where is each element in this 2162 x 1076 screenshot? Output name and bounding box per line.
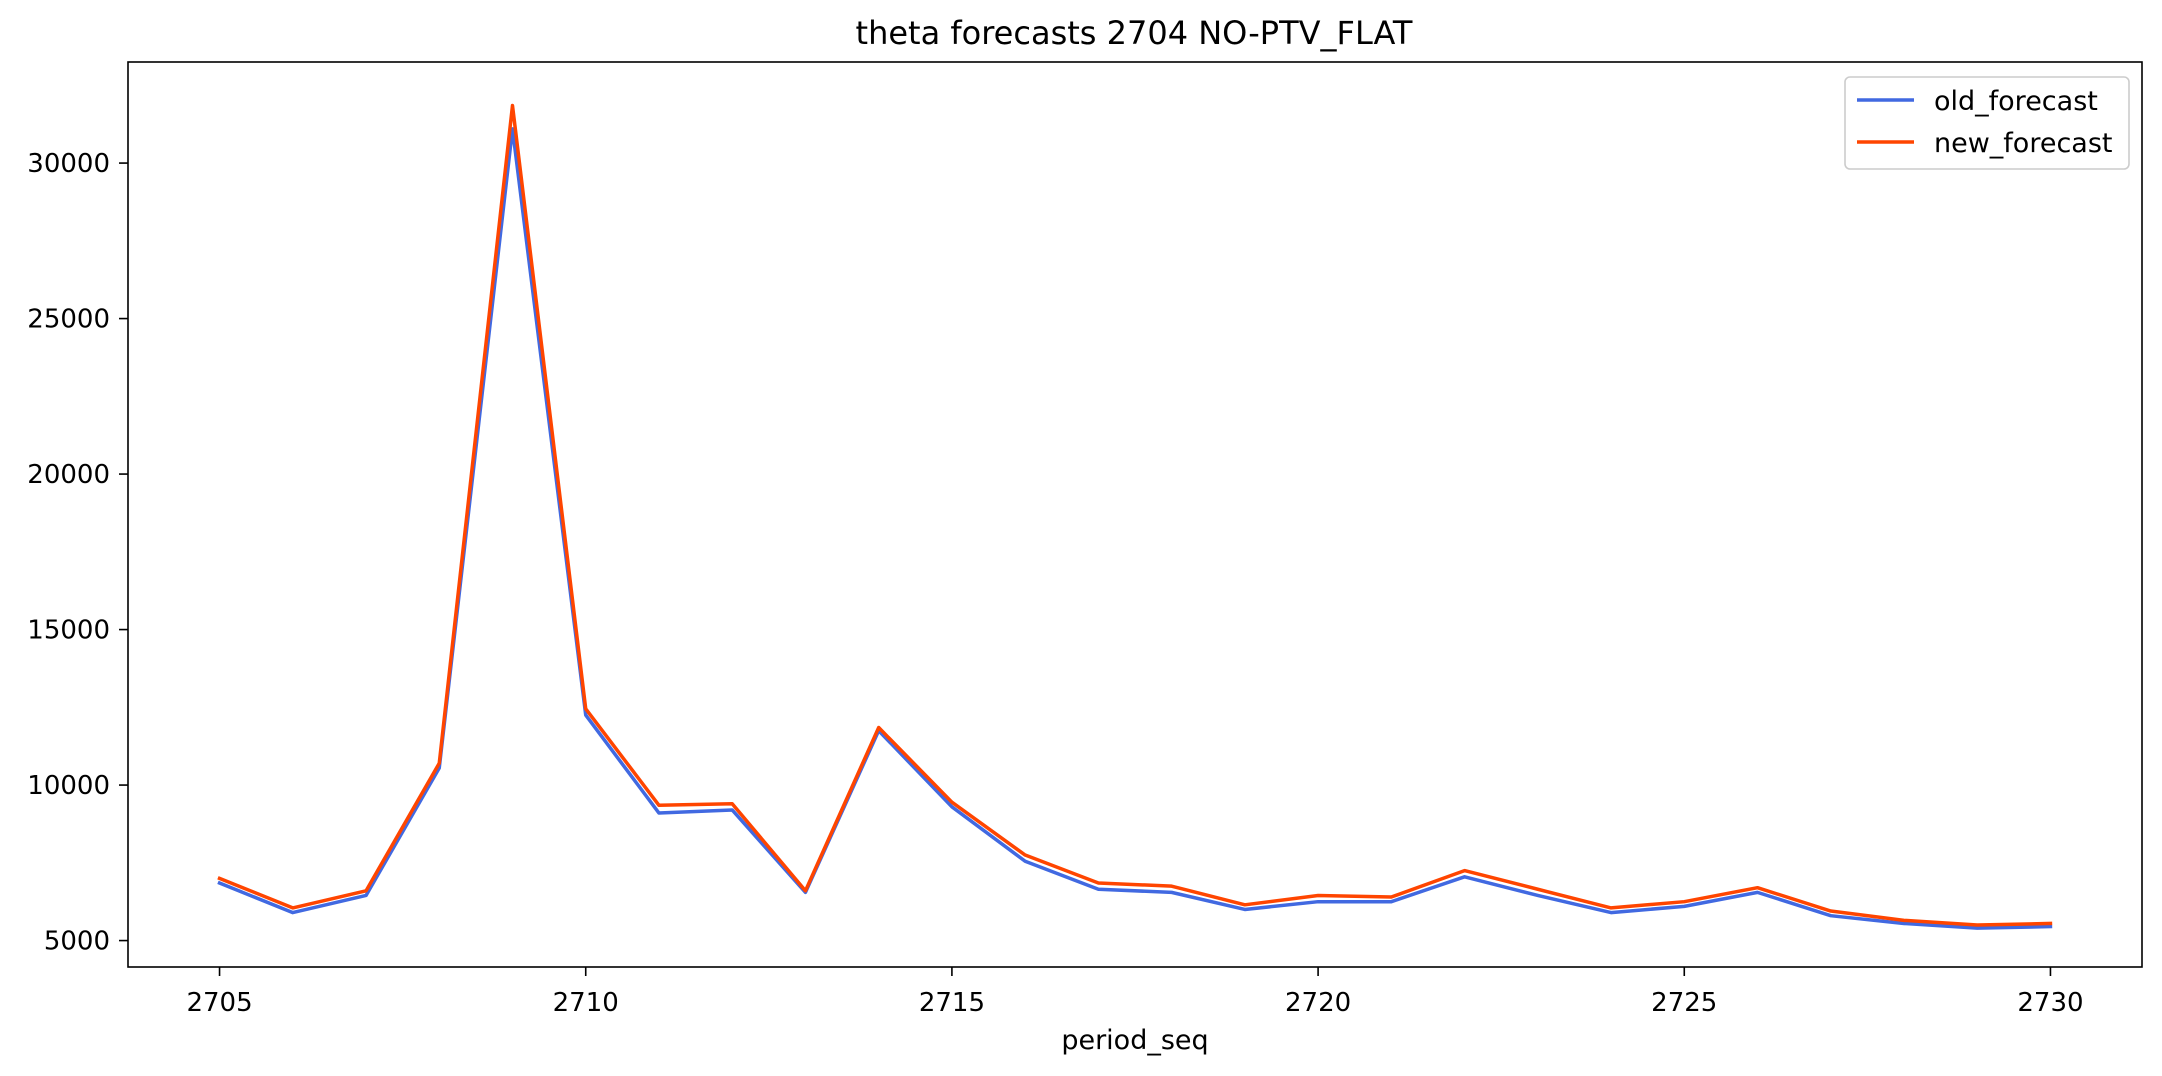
legend: old_forecast new_forecast bbox=[1844, 76, 2130, 170]
x-tick-label: 2720 bbox=[1285, 988, 1351, 1018]
chart-title: theta forecasts 2704 NO-PTV_FLAT bbox=[856, 14, 1413, 52]
series-layer bbox=[217, 103, 2053, 930]
legend-label-old-forecast: old_forecast bbox=[1934, 86, 2098, 117]
y-axis: 5000 10000 15000 20000 25000 30000 bbox=[27, 149, 128, 957]
x-tick-label: 2710 bbox=[553, 988, 619, 1018]
y-tick-label: 5000 bbox=[44, 927, 110, 957]
y-tick-label: 15000 bbox=[27, 616, 110, 646]
y-tick-label: 30000 bbox=[27, 149, 110, 179]
legend-box bbox=[1844, 76, 2130, 170]
legend-label-new-forecast: new_forecast bbox=[1934, 128, 2113, 159]
x-axis: 2705 2710 2715 2720 2725 2730 bbox=[186, 967, 2084, 1018]
y-tick-label: 25000 bbox=[27, 305, 110, 335]
x-tick-label: 2730 bbox=[2017, 988, 2083, 1018]
series-line-old-forecast bbox=[217, 127, 2053, 930]
plot-area-frame bbox=[127, 61, 2143, 968]
y-tick-label: 20000 bbox=[27, 460, 110, 490]
y-tick-label: 10000 bbox=[27, 771, 110, 801]
series-line-new-forecast bbox=[217, 103, 2053, 927]
x-tick-label: 2725 bbox=[1651, 988, 1717, 1018]
x-axis-title: period_seq bbox=[1061, 1025, 1208, 1056]
x-tick-label: 2715 bbox=[919, 988, 985, 1018]
x-tick-label: 2705 bbox=[186, 988, 252, 1018]
